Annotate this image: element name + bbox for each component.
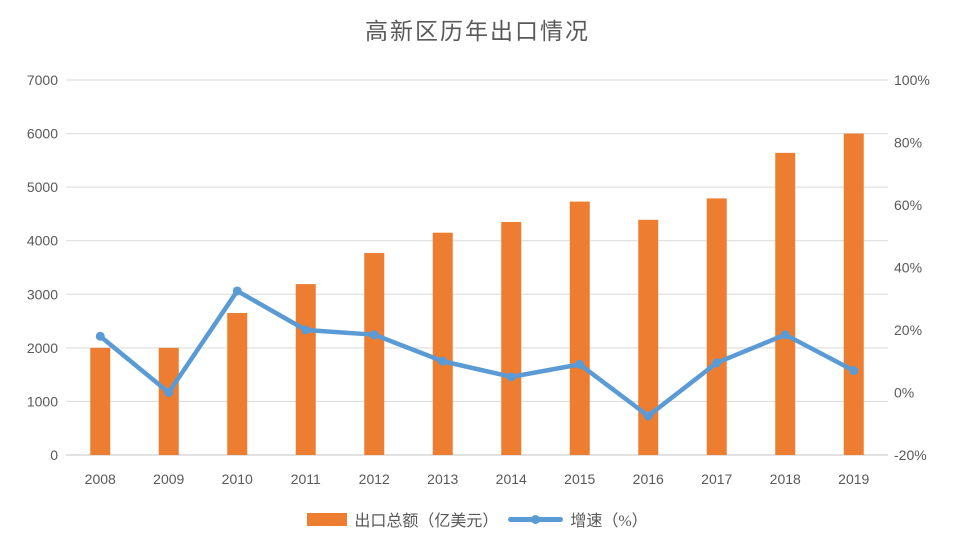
bar [432,232,453,455]
right-axis-tick-label: 40% [894,260,922,276]
left-axis-labels: 0 1000 2000 3000 4000 5000 6000 7000 [27,72,58,463]
left-axis-tick-label: 0 [50,447,58,463]
bar [706,198,727,455]
bar-series-exports [90,133,864,456]
line-marker [438,356,448,366]
right-axis-labels: -20% 0% 20% 40% 60% 80% 100% [894,72,930,463]
line-marker [301,325,311,335]
line-series-growth [95,286,859,421]
x-axis-tick-label: 2015 [564,471,595,487]
x-axis-tick-label: 2017 [701,471,732,487]
line-marker [643,411,653,421]
chart-legend: 出口总额（亿美元） 增速（%） [0,507,955,531]
bar [569,201,590,455]
bar [775,152,796,455]
line-marker [849,366,859,376]
x-axis-labels: 2008 2009 2010 2011 2012 2013 2014 2015 2016 2017… [85,471,870,487]
line-marker [369,330,379,340]
bar [90,347,111,455]
right-axis-tick-label: 80% [894,135,922,151]
right-axis-tick-label: 100% [894,72,930,88]
line-marker [712,358,722,368]
line-swatch-marker-icon [531,514,541,524]
line-marker [780,330,790,340]
line-marker [575,359,585,369]
gridlines [66,79,888,456]
legend-item-growth: 增速（%） [508,507,648,531]
line-marker [506,372,516,382]
bar [227,313,248,455]
x-axis-tick-label: 2009 [153,471,184,487]
x-axis-tick-label: 2010 [222,471,253,487]
left-axis-tick-label: 5000 [27,179,58,195]
chart-title: 高新区历年出口情况 [365,19,590,44]
legend-item-exports: 出口总额（亿美元） [307,507,498,531]
right-axis-tick-label: -20% [894,447,927,463]
right-axis-tick-label: 0% [894,385,914,401]
left-axis-tick-label: 1000 [27,393,58,409]
bar [364,253,385,455]
x-axis-tick-label: 2016 [633,471,664,487]
left-axis-tick-label: 6000 [27,126,58,142]
right-axis-tick-label: 20% [894,322,922,338]
x-axis-tick-label: 2008 [85,471,116,487]
bar [638,219,659,455]
x-axis-tick-label: 2011 [291,471,321,487]
x-axis-tick-label: 2019 [838,471,869,487]
left-axis-tick-label: 2000 [27,340,58,356]
line-marker [232,286,242,296]
left-axis-tick-label: 4000 [27,233,58,249]
left-axis-tick-label: 7000 [27,72,58,88]
bar [295,284,316,455]
x-axis-tick-label: 2013 [427,471,458,487]
line-series-swatch-icon [508,514,564,525]
bar-series-swatch-icon [307,512,348,526]
x-axis-tick-label: 2012 [359,471,390,487]
bar [501,221,522,455]
bar [843,133,864,456]
line-marker [164,388,174,397]
legend-label-exports: 出口总额（亿美元） [354,513,499,530]
legend-label-growth: 增速（%） [570,513,648,530]
line-marker [95,331,105,341]
x-axis-tick-label: 2018 [770,471,801,487]
left-axis-tick-label: 3000 [27,286,58,302]
x-axis-tick-label: 2014 [496,471,527,487]
right-axis-tick-label: 60% [894,197,922,213]
bar [158,347,179,455]
growth-line [98,288,856,419]
